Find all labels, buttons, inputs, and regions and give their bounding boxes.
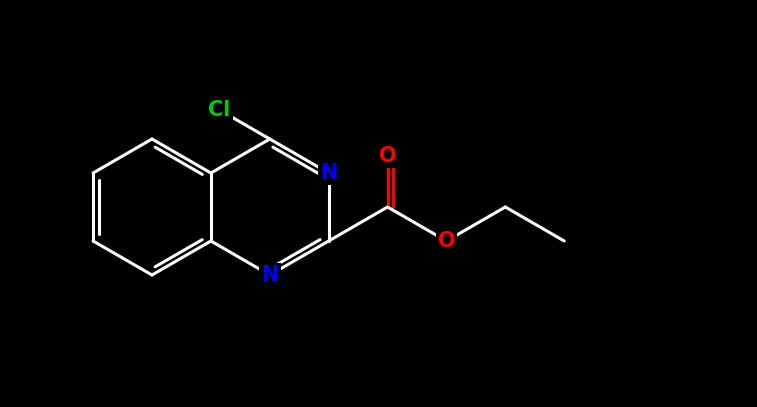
Text: O: O xyxy=(438,231,455,251)
Text: N: N xyxy=(320,163,338,183)
Text: N: N xyxy=(261,265,279,285)
Text: Cl: Cl xyxy=(208,100,231,120)
Text: O: O xyxy=(378,146,397,166)
